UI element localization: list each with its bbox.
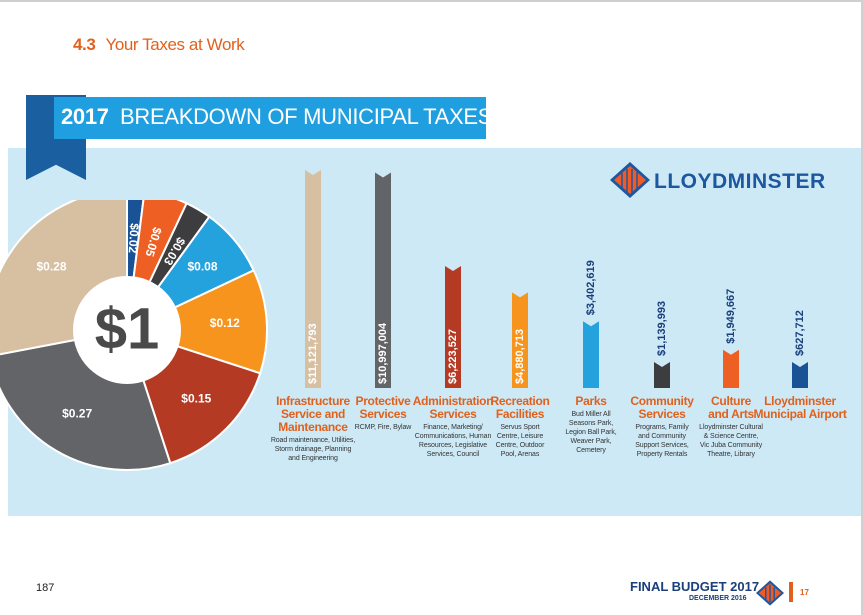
pie-chart: $0.02 $0.05$0.03 $0.08$0.12$0.15$0.27$0.28… bbox=[0, 188, 268, 471]
bar bbox=[723, 349, 739, 388]
bar-value-label: $1,139,993 bbox=[656, 301, 668, 356]
footer-accent-bar bbox=[789, 582, 793, 602]
category-label: Recreation Facilities Servus Sport Centre, … bbox=[472, 395, 568, 459]
category-description: Programs, Family and Community Support Ser… bbox=[635, 424, 689, 458]
bar bbox=[583, 321, 599, 388]
tax-dollar-pie: $0.02 $0.05 $0.03 $0.08 $0.12 $0.15 $0.27 $0.28… bbox=[0, 188, 280, 505]
bar-value-label: $11,121,793 bbox=[307, 323, 319, 384]
category-description: Bud Miller All Seasons Park, Legion Ball P… bbox=[565, 411, 617, 454]
logo-mark-icon bbox=[610, 162, 650, 198]
page-right-border bbox=[861, 0, 863, 615]
category-name: Community Services bbox=[630, 394, 694, 421]
logo-text: LLOYDMINSTER bbox=[654, 170, 826, 193]
category-name: Recreation Facilities bbox=[490, 394, 550, 421]
footer-title: FINAL BUDGET 2017 bbox=[630, 579, 760, 594]
bar-value-label: $3,402,619 bbox=[585, 260, 597, 315]
chart-title-banner: 2017 BREAKDOWN OF MUNICIPAL TAXES bbox=[54, 97, 492, 139]
bar bbox=[792, 362, 808, 388]
category-description: Servus Sport Centre, Leisure Centre, Outdo… bbox=[495, 424, 545, 458]
pie-slice bbox=[124, 269, 268, 375]
pie-center-circle bbox=[73, 276, 181, 384]
bar bbox=[305, 170, 321, 388]
page-top-border bbox=[0, 0, 863, 2]
section-number: 4.3 bbox=[73, 35, 96, 54]
bar-value-label: $6,223,527 bbox=[447, 329, 459, 384]
category-label: Culture and Arts Lloydminster Cultural & Sc… bbox=[683, 395, 779, 459]
section-title: Your Taxes at Work bbox=[105, 35, 245, 54]
footer-page-right: 17 bbox=[800, 588, 809, 597]
footer-logo-icon bbox=[756, 580, 784, 606]
bar bbox=[445, 266, 461, 388]
footer-date: DECEMBER 2016 bbox=[689, 595, 747, 602]
bar bbox=[512, 292, 528, 388]
footer-branding: FINAL BUDGET 2017 DECEMBER 2016 17 bbox=[630, 579, 855, 609]
category-label: Parks Bud Miller All Seasons Park, Legion B… bbox=[543, 395, 639, 455]
bar bbox=[375, 172, 391, 388]
category-name: Lloydminster Municipal Airport bbox=[753, 394, 847, 421]
category-name: Parks bbox=[575, 394, 607, 408]
category-label: Infrastructure Service and Maintenance Road… bbox=[265, 395, 361, 463]
category-description: Finance, Marketing/Communications, Human… bbox=[414, 424, 492, 458]
category-name: Infrastructure Service and Maintenance bbox=[276, 394, 350, 434]
bar bbox=[654, 362, 670, 388]
category-description: Lloydminster Cultural & Science Centre, Vi… bbox=[699, 424, 763, 458]
pie-slice-label: $0.15 bbox=[181, 391, 211, 405]
category-name: Administration Services bbox=[412, 394, 494, 421]
bar-value-label: $1,949,667 bbox=[725, 289, 737, 344]
bar-value-label: $627,712 bbox=[794, 310, 806, 356]
category-description: Road maintenance, Utilities, Storm draina… bbox=[270, 437, 356, 462]
pie-slice-label: $0.12 bbox=[210, 316, 240, 330]
chart-title: BREAKDOWN OF MUNICIPAL TAXES bbox=[120, 104, 493, 129]
category-label: Administration Services Finance, Marketing… bbox=[405, 395, 501, 459]
lloydminster-logo: LLOYDMINSTER bbox=[610, 160, 830, 200]
footer-page-number: 187 bbox=[36, 582, 55, 594]
category-label: Community Services Programs, Family and Com… bbox=[614, 395, 710, 459]
chart-title-year: 2017 bbox=[61, 104, 109, 129]
category-label: Lloydminster Municipal Airport bbox=[752, 395, 848, 423]
bar-value-label: $10,997,004 bbox=[377, 322, 389, 384]
category-name: Protective Services bbox=[355, 394, 411, 421]
bar-value-label: $4,880,713 bbox=[514, 329, 526, 384]
pie-slice-label: $0.28 bbox=[36, 260, 66, 274]
pie-center-label: $1 bbox=[95, 296, 160, 361]
category-name: Culture and Arts bbox=[708, 394, 754, 421]
pie-slice-label: $0.27 bbox=[62, 407, 92, 421]
category-label: Protective Services RCMP, Fire, Bylaw bbox=[335, 395, 431, 432]
category-description: RCMP, Fire, Bylaw bbox=[354, 424, 412, 431]
section-heading: 4.3 Your Taxes at Work bbox=[73, 35, 245, 55]
pie-slice-label: $0.08 bbox=[187, 260, 217, 274]
